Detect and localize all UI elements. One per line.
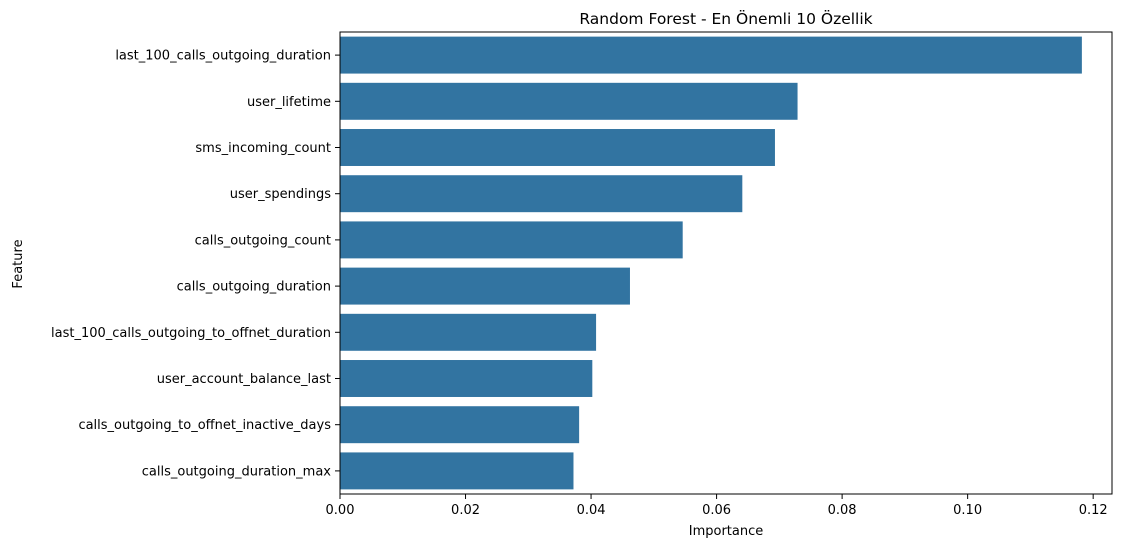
y-tick-label: calls_outgoing_count bbox=[195, 233, 331, 248]
x-axis-title: Importance bbox=[689, 524, 764, 539]
x-tick-label: 0.08 bbox=[828, 503, 857, 518]
bar-sms_incoming_count bbox=[340, 129, 775, 166]
y-tick-label: calls_outgoing_duration_max bbox=[142, 464, 332, 479]
bar-calls_outgoing_duration_max bbox=[340, 452, 574, 490]
x-tick-label: 0.06 bbox=[702, 503, 731, 518]
x-tick-label: 0.12 bbox=[1079, 503, 1108, 518]
y-tick-label: last_100_calls_outgoing_to_offnet_durati… bbox=[51, 326, 331, 341]
bars-group bbox=[340, 36, 1082, 490]
plot-frame bbox=[339, 31, 1113, 495]
y-tick-label: calls_outgoing_to_offnet_inactive_days bbox=[78, 418, 331, 433]
y-ticks-group: last_100_calls_outgoing_duration user_lif… bbox=[51, 49, 340, 479]
y-tick-label: user_lifetime bbox=[247, 95, 331, 110]
bar-user_account_balance_last bbox=[340, 360, 593, 397]
y-tick-label: user_account_balance_last bbox=[157, 372, 331, 387]
y-tick-label: sms_incoming_count bbox=[195, 141, 331, 156]
x-ticks-group: 0.00 0.02 0.04 0.06 0.08 0.10 0.12 bbox=[326, 494, 1108, 518]
bar-user_spendings bbox=[340, 175, 743, 213]
y-tick-label: user_spendings bbox=[230, 187, 331, 202]
x-tick-label: 0.10 bbox=[953, 503, 982, 518]
bar-calls_outgoing_duration bbox=[340, 267, 630, 305]
bar-calls_outgoing_count bbox=[340, 221, 683, 259]
y-tick-label: calls_outgoing_duration bbox=[177, 280, 331, 295]
bar-last_100_calls_outgoing_to_offnet_duration bbox=[340, 313, 597, 351]
bar-last_100_calls_outgoing_duration bbox=[340, 36, 1082, 74]
x-tick-label: 0.02 bbox=[451, 503, 480, 518]
bar-user_lifetime bbox=[340, 82, 798, 120]
y-tick-label: last_100_calls_outgoing_duration bbox=[115, 49, 331, 64]
chart-title: Random Forest - En Önemli 10 Özellik bbox=[579, 9, 872, 28]
y-axis-title: Feature bbox=[11, 239, 26, 288]
bar-calls_outgoing_to_offnet_inactive_days bbox=[340, 406, 580, 444]
x-tick-label: 0.00 bbox=[326, 503, 355, 518]
x-tick-label: 0.04 bbox=[577, 503, 606, 518]
